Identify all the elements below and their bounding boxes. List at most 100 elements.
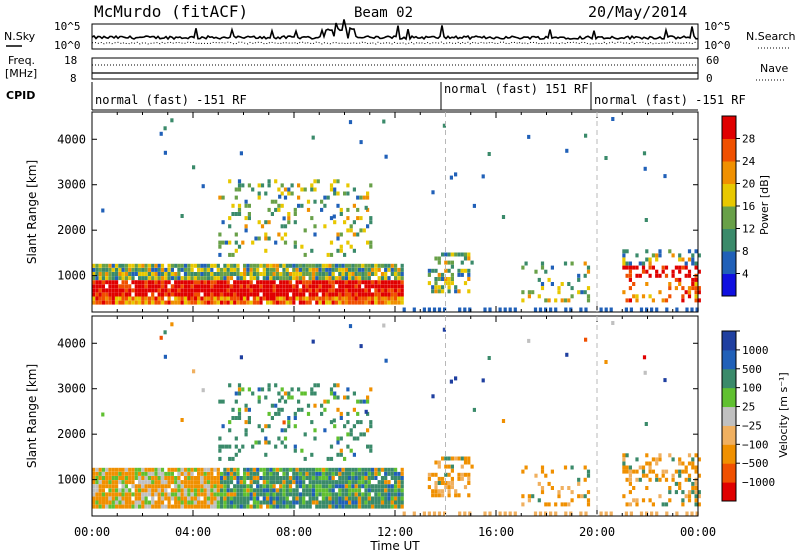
range-gate-cell — [338, 488, 342, 493]
range-gate-cell — [635, 469, 639, 474]
range-gate-cell — [124, 480, 128, 485]
range-gate-cell — [295, 496, 299, 501]
range-gate-cell — [508, 307, 512, 312]
range-gate-cell — [237, 203, 242, 208]
range-gate-cell — [256, 467, 260, 472]
range-gate-cell — [206, 500, 211, 505]
station-title: McMurdo (fitACF) — [94, 2, 248, 21]
range-gate-cell — [655, 477, 659, 482]
range-gate-cell — [331, 492, 335, 497]
range-gate-cell — [108, 467, 112, 472]
range-gate-cell — [521, 502, 525, 507]
range-gate-cell — [441, 277, 445, 281]
range-gate-cell — [380, 284, 385, 289]
range-gate-cell — [98, 471, 102, 476]
range-gate-cell — [144, 292, 148, 297]
range-gate-cell — [170, 488, 174, 493]
range-gate-cell — [282, 480, 286, 485]
range-gate-cell — [203, 296, 207, 301]
range-gate-cell — [302, 488, 306, 493]
range-gate-cell — [306, 207, 311, 212]
range-gate-cell — [277, 411, 281, 416]
range-gate-cell — [663, 378, 667, 383]
range-gate-cell — [384, 476, 388, 480]
range-gate-cell — [549, 307, 553, 312]
range-gate-cell — [338, 280, 342, 285]
range-gate-cell — [560, 298, 564, 303]
range-gate-cell — [229, 296, 234, 301]
noise-left-tick-bottom: 10^0 — [54, 39, 81, 52]
range-gate-cell — [287, 220, 291, 225]
range-gate-cell — [641, 265, 646, 270]
range-gate-cell — [564, 511, 568, 516]
range-gate-cell — [351, 484, 355, 489]
range-gate-cell — [628, 502, 632, 507]
range-gate-cell — [272, 496, 276, 501]
range-gate-cell — [218, 444, 222, 449]
range-gate-cell — [272, 296, 276, 301]
range-gate-cell — [668, 249, 672, 254]
range-gate-cell — [328, 300, 332, 305]
range-gate-cell — [394, 288, 398, 293]
range-gate-cell — [348, 288, 352, 293]
range-gate-cell — [101, 267, 105, 272]
range-gate-cell — [239, 488, 243, 493]
range-gate-cell — [384, 300, 388, 305]
range-gate-cell — [167, 292, 171, 297]
range-gate-cell — [236, 288, 240, 293]
range-gate-cell — [348, 476, 352, 480]
range-gate-cell — [674, 490, 678, 495]
range-gate-cell — [101, 504, 105, 509]
range-gate-cell — [98, 272, 102, 276]
range-gate-cell — [151, 504, 155, 509]
range-gate-cell — [288, 263, 293, 268]
range-gate-cell — [384, 272, 388, 276]
range-gate-cell — [131, 276, 135, 281]
range-gate-cell — [298, 496, 302, 501]
range-gate-cell — [441, 493, 445, 498]
range-gate-cell — [349, 224, 353, 229]
range-gate-cell — [681, 461, 685, 466]
range-gate-cell — [444, 260, 448, 265]
range-gate-cell — [203, 471, 207, 476]
cpid-panel: CPID normal (fast) -151 RF normal (fast)… — [6, 82, 746, 111]
range-gate-cell — [331, 476, 335, 480]
range-gate-cell — [206, 292, 211, 297]
range-gate-cell — [364, 484, 368, 489]
range-gate-cell — [279, 492, 283, 497]
range-gate-cell — [292, 471, 296, 476]
range-gate-cell — [193, 467, 197, 472]
range-gate-cell — [200, 500, 204, 505]
range-gate-cell — [121, 280, 125, 285]
range-gate-cell — [144, 276, 148, 281]
range-gate-cell — [334, 484, 339, 489]
range-gate-cell — [187, 296, 191, 301]
range-gate-cell — [687, 498, 692, 503]
range-gate-cell — [318, 488, 322, 493]
range-gate-cell — [374, 476, 378, 480]
range-gate-cell — [697, 286, 701, 291]
range-gate-cell — [124, 267, 128, 272]
range-gate-cell — [157, 488, 161, 493]
range-gate-cell — [128, 492, 132, 497]
range-gate-cell — [101, 296, 105, 301]
range-gate-cell — [259, 467, 263, 472]
range-gate-cell — [95, 476, 99, 480]
range-gate-cell — [390, 284, 394, 289]
range-gate-cell — [274, 240, 278, 245]
range-gate-cell — [331, 276, 335, 281]
range-gate-cell — [648, 461, 652, 466]
range-gate-cell — [164, 504, 168, 509]
range-gate-cell — [681, 286, 685, 291]
range-gate-cell — [651, 469, 655, 474]
range-gate-cell — [367, 263, 371, 268]
range-gate-cell — [269, 300, 273, 305]
range-gate-cell — [638, 273, 642, 278]
range-gate-cell — [694, 453, 698, 458]
range-gate-cell — [303, 432, 307, 437]
range-gate-cell — [180, 288, 184, 293]
range-gate-cell — [256, 471, 260, 476]
range-gate-cell — [397, 292, 401, 297]
range-gate-cell — [269, 496, 273, 501]
